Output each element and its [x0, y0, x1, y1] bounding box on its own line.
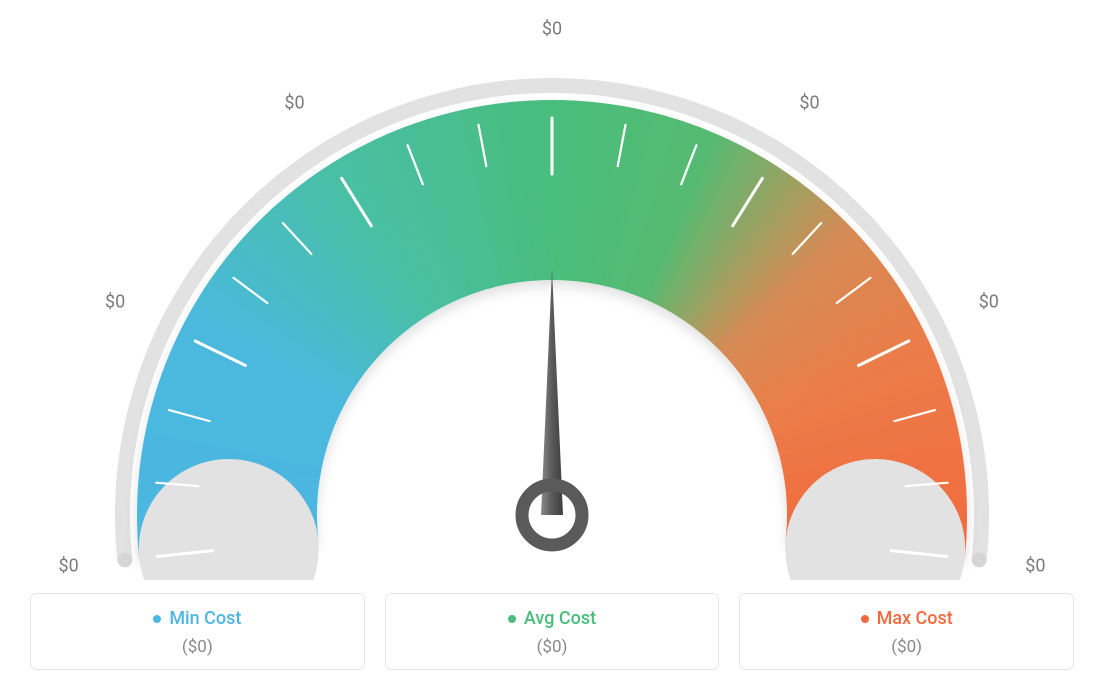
legend-card-min: Min Cost ($0) — [30, 593, 365, 671]
dot-icon — [508, 615, 516, 623]
gauge-svg — [52, 20, 1052, 580]
gauge-tick-label: $0 — [105, 291, 125, 312]
gauge-tick-label: $0 — [979, 291, 999, 312]
legend-label-text: Min Cost — [169, 608, 241, 629]
gauge-tick-label: $0 — [542, 19, 562, 40]
gauge-tick-label: $0 — [799, 92, 819, 113]
legend-label-min: Min Cost — [153, 608, 241, 629]
gauge-tick-label: $0 — [59, 555, 79, 576]
legend-value-avg: ($0) — [396, 637, 709, 657]
dot-icon — [861, 615, 869, 623]
dot-icon — [153, 615, 161, 623]
legend-label-text: Max Cost — [877, 608, 953, 629]
legend-label-avg: Avg Cost — [508, 608, 596, 629]
legend-value-min: ($0) — [41, 637, 354, 657]
legend-row: Min Cost ($0) Avg Cost ($0) Max Cost ($0… — [0, 593, 1104, 671]
legend-label-text: Avg Cost — [524, 608, 596, 629]
gauge-chart: $0 $0 $0 $0 $0 $0 $0 — [22, 20, 1082, 580]
gauge-tick-label: $0 — [1025, 555, 1045, 576]
legend-card-max: Max Cost ($0) — [739, 593, 1074, 671]
gauge-tick-label: $0 — [284, 92, 304, 113]
legend-card-avg: Avg Cost ($0) — [385, 593, 720, 671]
legend-label-max: Max Cost — [861, 608, 953, 629]
legend-value-max: ($0) — [750, 637, 1063, 657]
